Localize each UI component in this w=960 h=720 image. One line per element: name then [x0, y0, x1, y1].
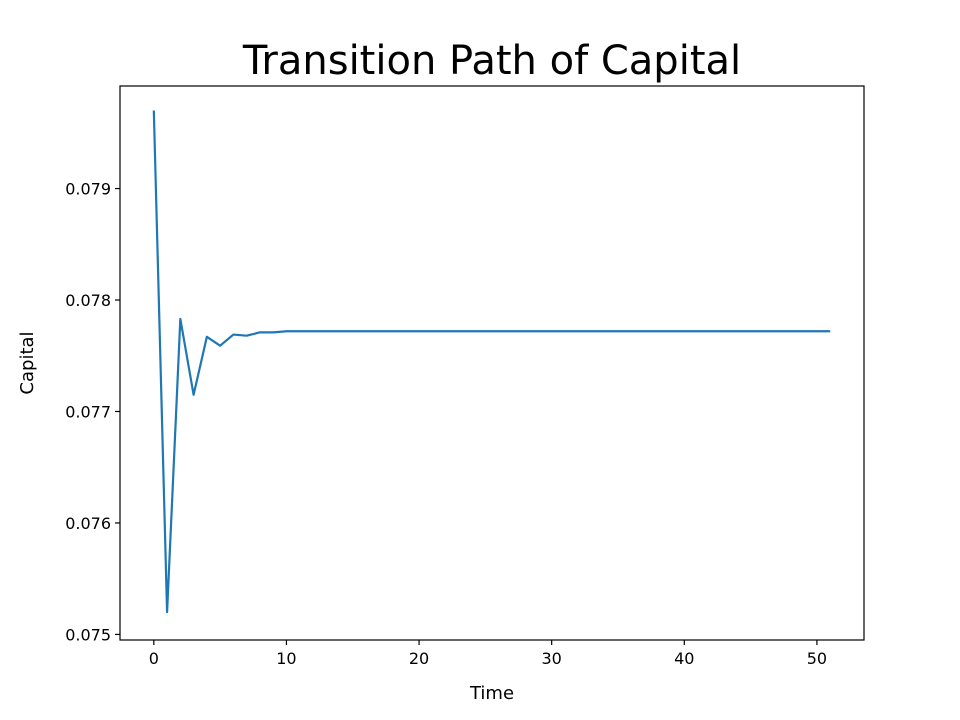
y-tick-label: 0.077 [65, 402, 111, 421]
x-tick-label: 10 [276, 649, 296, 668]
chart-title: Transition Path of Capital [242, 38, 741, 84]
y-axis-label: Capital [17, 331, 38, 394]
x-axis-label: Time [469, 683, 514, 704]
x-tick-label: 40 [674, 649, 694, 668]
y-tick-label: 0.075 [65, 625, 111, 644]
y-tick-label: 0.076 [65, 514, 111, 533]
series-line-capital [152, 110, 831, 614]
x-tick-label: 0 [149, 649, 159, 668]
axes-frame [119, 85, 865, 641]
y-tick-label: 0.078 [65, 291, 111, 310]
x-axis: 0 10 20 30 40 50 [149, 640, 827, 668]
plot-area [152, 110, 831, 614]
x-tick-label: 30 [541, 649, 561, 668]
x-tick-label: 50 [807, 649, 827, 668]
x-tick-label: 20 [409, 649, 429, 668]
y-axis: 0.075 0.076 0.077 0.078 0.079 [65, 180, 120, 644]
y-tick-label: 0.079 [65, 180, 111, 199]
